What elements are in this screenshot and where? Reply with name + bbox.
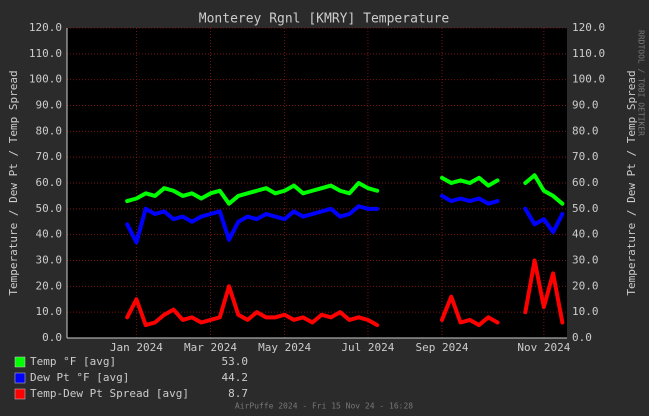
x-tick-label: Nov 2024	[517, 341, 570, 354]
series-line	[523, 173, 565, 206]
chart-title: Monterey Rgnl [KMRY] Temperature	[199, 12, 450, 27]
y-tick-label: 30.0	[36, 254, 63, 267]
y2-tick-label: 110.0	[572, 47, 605, 60]
y-tick-label: 120.0	[29, 21, 62, 34]
series-line	[523, 206, 565, 235]
y-tick-label: 90.0	[36, 99, 63, 112]
y2-tick-label: 100.0	[572, 73, 605, 86]
x-tick-label: May 2024	[258, 341, 311, 354]
series-line	[440, 193, 500, 206]
y-tick-label: 60.0	[36, 176, 63, 189]
legend-swatch	[14, 372, 26, 384]
legend-value: 44.2	[222, 371, 249, 384]
legend-value: 8.7	[228, 387, 248, 400]
series-line	[125, 204, 380, 245]
y2-tick-label: 40.0	[572, 228, 599, 241]
y2-tick-label: 30.0	[572, 254, 599, 267]
legend-value: 53.0	[222, 355, 249, 368]
y-tick-label: 20.0	[36, 279, 63, 292]
y2-axis-label: Temperature / Dew Pt / Temp Spread	[625, 70, 638, 295]
y-tick-label: 0.0	[42, 331, 62, 344]
legend-label: Dew Pt °F [avg]	[30, 371, 129, 384]
y2-tick-label: 60.0	[572, 176, 599, 189]
y2-tick-label: 0.0	[572, 331, 592, 344]
legend-swatch	[14, 356, 26, 368]
legend-label: Temp °F [avg]	[30, 355, 116, 368]
y-tick-label: 80.0	[36, 124, 63, 137]
legend-label: Temp-Dew Pt Spread [avg]	[30, 387, 189, 400]
x-tick-label: Mar 2024	[184, 341, 237, 354]
side-text: RRDTOOL / TOBI OETIKER	[637, 30, 646, 136]
series-line	[440, 294, 500, 328]
x-tick-label: Jul 2024	[341, 341, 394, 354]
y2-tick-label: 70.0	[572, 150, 599, 163]
series-line	[523, 258, 565, 325]
y2-tick-label: 10.0	[572, 305, 599, 318]
series-line	[125, 284, 380, 328]
y-tick-label: 50.0	[36, 202, 63, 215]
x-tick-label: Jan 2024	[110, 341, 163, 354]
y-tick-label: 10.0	[36, 305, 63, 318]
x-tick-label: Sep 2024	[416, 341, 469, 354]
footer: AirPuffe 2024 - Fri 15 Nov 24 - 16:28	[235, 402, 413, 411]
y-tick-label: 100.0	[29, 73, 62, 86]
y2-tick-label: 80.0	[572, 124, 599, 137]
series-line	[125, 181, 380, 206]
y-tick-label: 110.0	[29, 47, 62, 60]
y2-tick-label: 50.0	[572, 202, 599, 215]
y-tick-label: 40.0	[36, 228, 63, 241]
y2-tick-label: 20.0	[572, 279, 599, 292]
y2-tick-label: 120.0	[572, 21, 605, 34]
y2-tick-label: 90.0	[572, 99, 599, 112]
y-axis-label: Temperature / Dew Pt / Temp Spread	[7, 70, 20, 295]
series-line	[440, 175, 500, 188]
legend-swatch	[14, 388, 26, 400]
y-tick-label: 70.0	[36, 150, 63, 163]
